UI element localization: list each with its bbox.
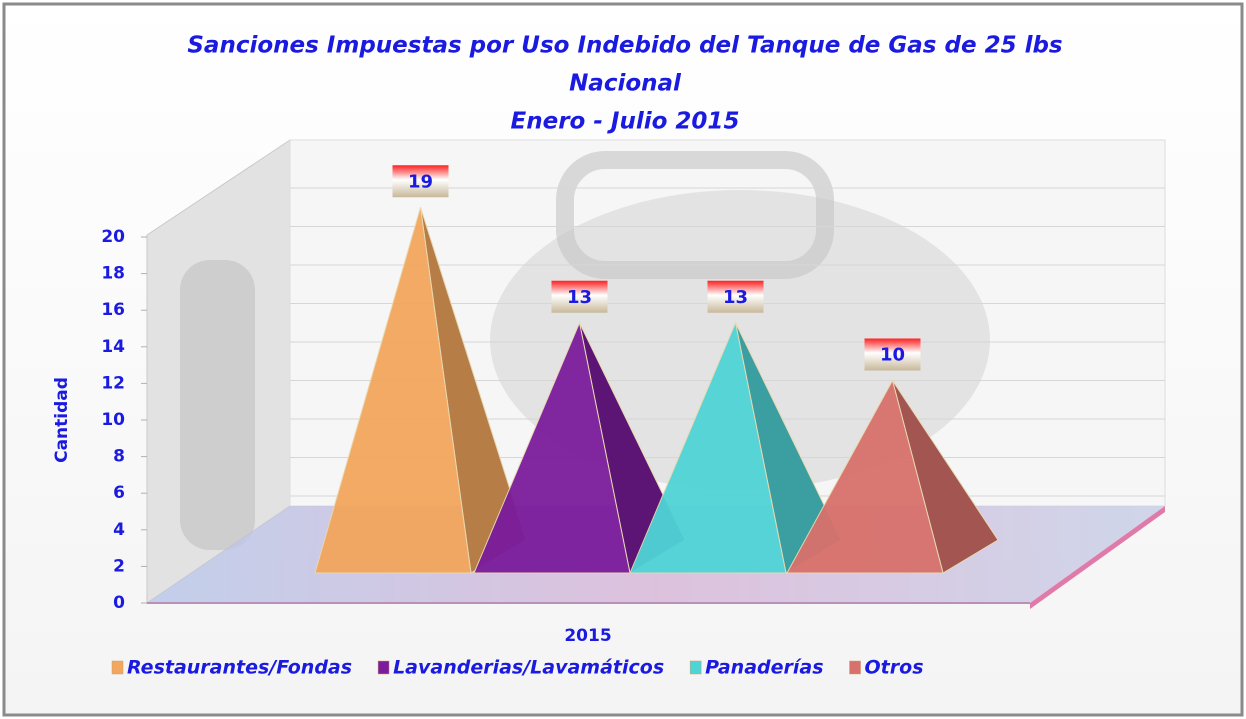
chart-title: Enero - Julio 2015	[511, 109, 740, 135]
x-tick-label: 2015	[564, 626, 611, 646]
data-label: 13	[723, 287, 748, 308]
legend-label: Lavanderias/Lavamáticos	[393, 657, 664, 679]
legend-label: Restaurantes/Fondas	[127, 657, 352, 679]
legend-swatch	[690, 661, 701, 674]
data-label: 13	[567, 287, 592, 308]
legend-label: Otros	[865, 657, 924, 679]
y-tick-label: 14	[101, 337, 125, 357]
y-tick-label: 4	[113, 520, 125, 540]
y-tick-label: 18	[101, 264, 125, 284]
y-tick-label: 10	[101, 410, 125, 430]
y-tick-label: 0	[113, 593, 125, 613]
data-label: 19	[408, 171, 433, 192]
data-label: 10	[880, 345, 905, 366]
chart-title: Nacional	[569, 71, 682, 97]
chart-title: Sanciones Impuestas por Uso Indebido del…	[187, 33, 1062, 59]
y-tick-label: 12	[101, 373, 125, 393]
legend-swatch	[112, 661, 123, 674]
y-axis-label: Cantidad	[52, 377, 72, 463]
y-tick-label: 6	[113, 483, 125, 503]
chart: Cantidad 2015 Sanciones Impuestas por Us…	[0, 0, 1246, 719]
y-tick-label: 20	[101, 227, 125, 247]
legend-swatch	[378, 661, 389, 674]
tank-image-small	[180, 260, 255, 550]
legend-label: Panaderías	[705, 657, 823, 679]
y-tick-label: 16	[101, 300, 125, 320]
legend-swatch	[850, 661, 861, 674]
y-tick-label: 2	[113, 556, 125, 576]
y-tick-label: 8	[113, 447, 125, 467]
